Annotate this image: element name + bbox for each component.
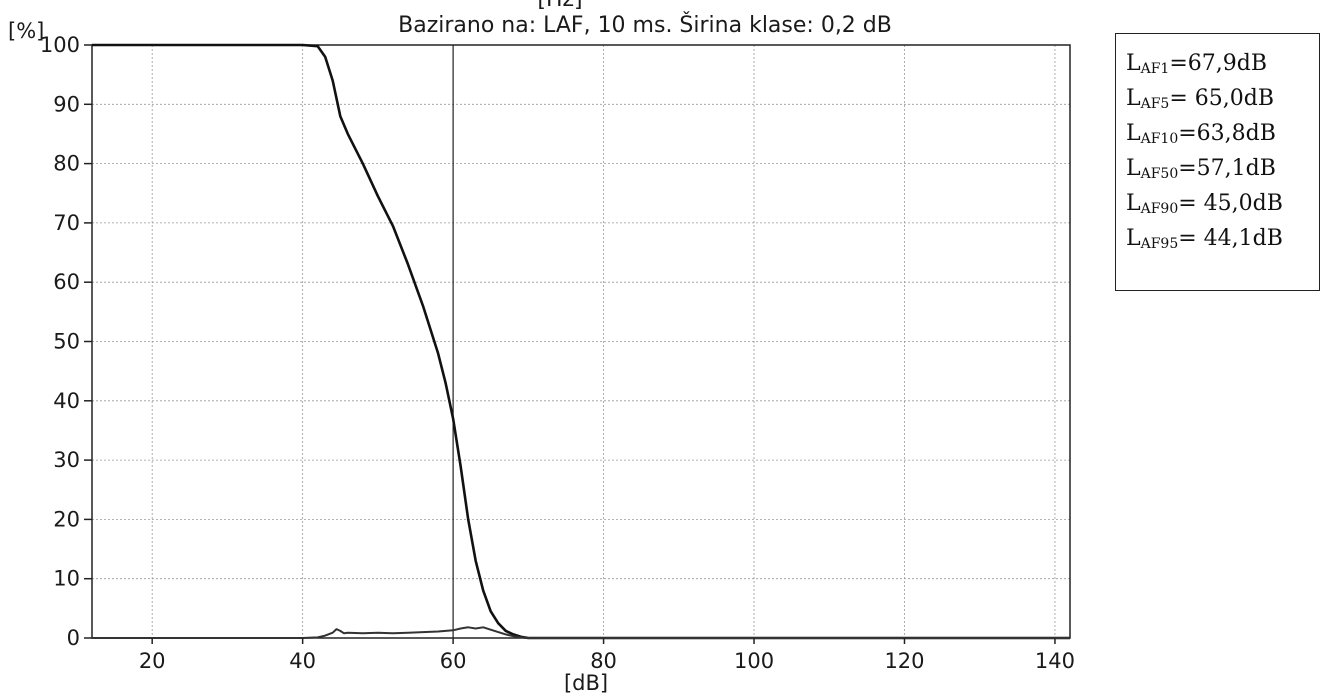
x-axis-label: [dB] [564, 671, 608, 695]
legend-prefix: L [1126, 86, 1141, 111]
percentile-legend: LAF1=67,9dB LAF5= 65,0dB LAF10=63,8dB LA… [1115, 33, 1320, 291]
legend-subscript: AF90 [1140, 201, 1179, 217]
y-tick-label: 40 [53, 389, 80, 413]
x-tick-label: 40 [289, 649, 316, 673]
legend-subscript: AF5 [1140, 96, 1170, 112]
y-tick-label: 100 [40, 33, 80, 57]
legend-value: = 65,0dB [1169, 86, 1275, 111]
legend-subscript: AF1 [1140, 61, 1170, 77]
grid [92, 45, 1070, 638]
x-tick-label: 60 [440, 649, 467, 673]
axis-ticks: 0 10 20 30 40 50 60 70 80 90 100 20 40 60 80 100 120 140 [40, 33, 1075, 673]
legend-value: = 44,1dB [1178, 226, 1283, 251]
legend-prefix: L [1126, 156, 1141, 181]
chart-title-partial: [Hz] [537, 0, 582, 12]
legend-prefix: L [1126, 121, 1141, 146]
x-tick-label: 20 [139, 649, 166, 673]
chart-title: Bazirano na: LAF, 10 ms. Širina klase: 0… [398, 12, 892, 38]
y-tick-label: 70 [53, 211, 80, 235]
legend-subscript: AF95 [1140, 236, 1179, 252]
legend-item-laf1: LAF1=67,9dB [1126, 46, 1319, 81]
cumulative-series-line [92, 43, 1070, 640]
legend-value: =63,8dB [1178, 121, 1276, 146]
legend-value: =67,9dB [1169, 51, 1268, 76]
distribution-series-line [92, 626, 1070, 639]
legend-prefix: L [1126, 51, 1141, 76]
y-tick-label: 0 [67, 626, 80, 650]
legend-value: =57,1dB [1178, 156, 1276, 181]
legend-subscript: AF50 [1140, 166, 1179, 182]
x-tick-label: 140 [1035, 649, 1075, 673]
y-tick-label: 30 [53, 448, 80, 472]
legend-item-laf90: LAF90= 45,0dB [1126, 186, 1319, 221]
legend-value: = 45,0dB [1178, 191, 1283, 216]
y-tick-label: 80 [53, 152, 80, 176]
legend-item-laf95: LAF95= 44,1dB [1126, 221, 1319, 256]
y-tick-label: 20 [53, 507, 80, 531]
y-tick-label: 60 [53, 270, 80, 294]
y-tick-label: 90 [53, 92, 80, 116]
series-layer [92, 43, 1070, 640]
y-tick-label: 50 [53, 330, 80, 354]
x-tick-label: 100 [734, 649, 774, 673]
x-tick-label: 120 [884, 649, 924, 673]
legend-prefix: L [1126, 226, 1141, 251]
x-tick-label: 80 [590, 649, 617, 673]
legend-item-laf10: LAF10=63,8dB [1126, 116, 1319, 151]
legend-item-laf50: LAF50=57,1dB [1126, 151, 1319, 186]
legend-subscript: AF10 [1140, 131, 1179, 147]
y-tick-label: 10 [53, 567, 80, 591]
legend-item-laf5: LAF5= 65,0dB [1126, 81, 1319, 116]
legend-prefix: L [1126, 191, 1141, 216]
y-axis-label: [%] [8, 19, 44, 43]
